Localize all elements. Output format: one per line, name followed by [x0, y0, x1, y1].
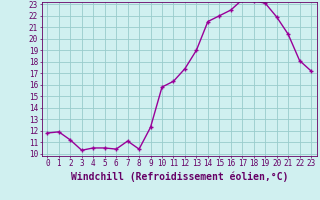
X-axis label: Windchill (Refroidissement éolien,°C): Windchill (Refroidissement éolien,°C) — [70, 171, 288, 182]
